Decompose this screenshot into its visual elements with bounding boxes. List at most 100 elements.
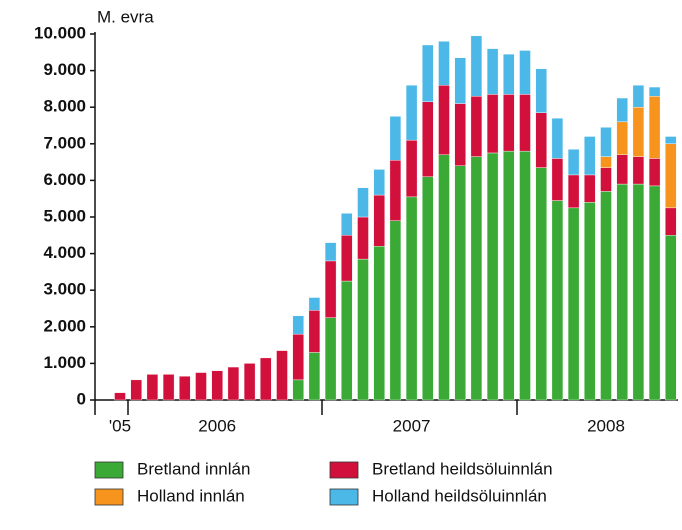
x-tick-label: 2008 xyxy=(587,416,625,435)
bar-segment xyxy=(438,85,450,155)
legend-swatch xyxy=(94,488,124,506)
bar-segment xyxy=(308,352,321,401)
bar-segment xyxy=(486,152,499,401)
bar-segment xyxy=(519,150,531,401)
bar-segment xyxy=(405,196,418,401)
bar-segment xyxy=(324,242,337,262)
y-tick-label: 2.000 xyxy=(43,316,86,335)
bar-segment xyxy=(535,112,547,168)
y-tick-label: 8.000 xyxy=(43,97,86,116)
bar-segment xyxy=(551,158,564,201)
bar-segment xyxy=(535,167,547,401)
bar-segment xyxy=(454,103,466,166)
bar-segment xyxy=(632,85,645,108)
bar-segment xyxy=(389,116,402,161)
bar-segment xyxy=(567,207,580,401)
bar-segment xyxy=(211,370,223,401)
bar-segment xyxy=(422,176,434,401)
bar-segment xyxy=(584,174,596,203)
bar-segment xyxy=(503,53,515,95)
bar-segment xyxy=(195,372,207,401)
bar-segment xyxy=(341,235,353,282)
y-tick-label: 10.000 xyxy=(34,23,86,42)
bar-segment xyxy=(648,185,661,401)
bar-segment xyxy=(308,310,321,353)
y-tick-label: 6.000 xyxy=(43,170,86,189)
bar-segment xyxy=(584,202,596,401)
bar-segment xyxy=(243,363,256,401)
bar-segment xyxy=(584,136,596,176)
bar-segment xyxy=(454,57,466,104)
bar-segment xyxy=(648,158,661,187)
bar-segment xyxy=(146,374,159,401)
bar-segment xyxy=(422,101,434,177)
bar-segment xyxy=(341,213,353,236)
y-tick-label: 9.000 xyxy=(43,60,86,79)
bar-segment xyxy=(389,160,402,221)
bar-segment xyxy=(373,169,385,196)
legend-swatch xyxy=(329,461,359,479)
bar-segment xyxy=(632,156,645,185)
x-tick-label: 2007 xyxy=(393,416,431,435)
bar-segment xyxy=(438,154,450,401)
bar-segment xyxy=(114,392,126,401)
bar-segment xyxy=(665,235,677,401)
bar-segment xyxy=(308,297,321,311)
bar-segment xyxy=(616,97,628,123)
bar-segment xyxy=(486,48,499,95)
bar-segment xyxy=(519,50,531,95)
legend-label: Bretland innlán xyxy=(137,459,250,478)
bar-segment xyxy=(503,94,515,152)
bar-segment xyxy=(616,183,628,401)
bar-segment xyxy=(389,220,402,401)
bar-segment xyxy=(632,106,645,157)
bar-segment xyxy=(130,379,142,401)
x-tick-label: 2006 xyxy=(198,416,236,435)
bar-segment xyxy=(470,96,483,157)
bar-segment xyxy=(503,150,515,401)
bar-segment xyxy=(551,200,564,401)
bar-segment xyxy=(324,260,337,318)
bar-segment xyxy=(648,96,661,159)
bar-segment xyxy=(519,94,531,152)
bar-segment xyxy=(535,68,547,113)
bar-segment xyxy=(600,156,612,168)
bar-segment xyxy=(648,86,661,97)
legend-swatch xyxy=(94,461,124,479)
bar-segment xyxy=(632,183,645,401)
bar-segment xyxy=(357,187,369,218)
bar-segment xyxy=(357,258,369,401)
bar-segment xyxy=(551,117,564,159)
y-tick-label: 0 xyxy=(77,389,86,408)
bar-segment xyxy=(405,139,418,198)
legend-label: Bretland heildsöluinnlán xyxy=(372,459,553,478)
bar-segment xyxy=(454,165,466,401)
bar-segment xyxy=(616,121,628,155)
bar-segment xyxy=(373,246,385,401)
bar-segment xyxy=(324,317,337,401)
bar-segment xyxy=(665,207,677,236)
y-tick-label: 7.000 xyxy=(43,133,86,152)
legend-swatch xyxy=(329,488,359,506)
bar-segment xyxy=(567,174,580,209)
bar-segment xyxy=(227,366,240,401)
bar-segment xyxy=(292,333,304,381)
bar-segment xyxy=(665,143,677,209)
bar-segment xyxy=(373,194,385,247)
legend-label: Holland innlán xyxy=(137,486,245,505)
y-tick-label: 1.000 xyxy=(43,353,86,372)
bar-segment xyxy=(470,35,483,97)
x-tick-label: '05 xyxy=(109,416,131,435)
legend-label: Holland heildsöluinnlán xyxy=(372,486,547,505)
bar-segment xyxy=(276,350,288,401)
bar-segment xyxy=(616,154,628,185)
bar-segment xyxy=(179,376,191,401)
bar-segment xyxy=(665,136,677,144)
bar-segment xyxy=(357,216,369,260)
y-tick-label: 4.000 xyxy=(43,243,86,262)
bar-segment xyxy=(600,167,612,192)
bar-segment xyxy=(292,379,304,401)
y-tick-label: 3.000 xyxy=(43,280,86,299)
bar-segment xyxy=(486,94,499,154)
bar-segment xyxy=(438,41,450,86)
